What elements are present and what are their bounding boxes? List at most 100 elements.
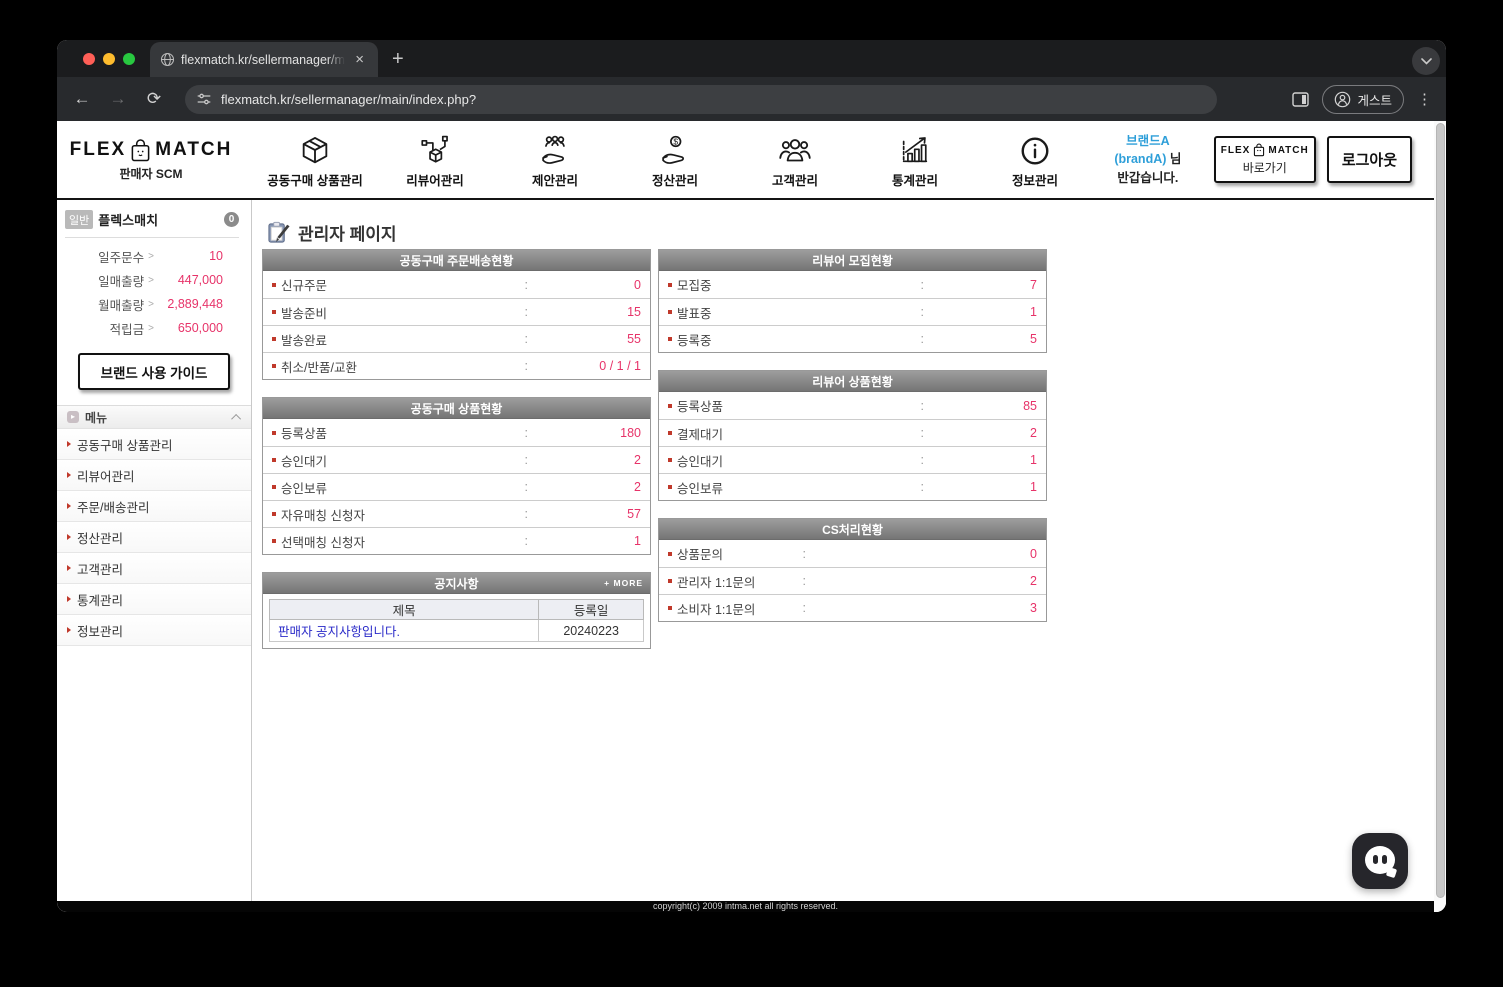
notice-col-date: 등록일 <box>538 599 644 620</box>
back-button[interactable]: ← <box>73 89 91 108</box>
browser-tab[interactable]: flexmatch.kr/sellermanager/m × <box>150 42 378 77</box>
panel-order-shipping-status: 공동구매 주문배송현황 신규주문 : 0 <box>262 249 651 380</box>
stat-row: 승인대기 : 1 <box>659 446 1046 473</box>
stat-row: 자유매칭 신청자 : 57 <box>263 500 650 527</box>
welcome-message: 브랜드A (brandA) 님 반갑습니다. <box>1114 134 1182 185</box>
stat-row: 승인대기 : 2 <box>263 446 650 473</box>
panel-reviewer-product-status: 리뷰어 상품현황 등록상품 : 85 결제 <box>658 370 1047 501</box>
nav-item-statistics-management[interactable]: 통계관리 <box>855 131 975 189</box>
bullet-icon <box>668 551 672 556</box>
menu-header[interactable]: ▸ 메뉴 <box>57 406 251 429</box>
logo-word-right: MATCH <box>155 139 233 160</box>
stat-monthly-sales[interactable]: 월매출량 > 2,889,448 <box>98 297 223 313</box>
sidebar: 일반 플렉스매치 0 일주문수 > 10 일매출량 <box>57 200 252 901</box>
chevron-right-icon: > <box>148 274 154 286</box>
bullet-icon <box>272 310 276 314</box>
sidebar-item-statistics[interactable]: 통계관리 <box>57 584 251 615</box>
brand-title: 플렉스매치 <box>98 213 159 228</box>
stat-row: 등록상품 : 85 <box>659 392 1046 419</box>
maximize-window-button[interactable] <box>123 53 135 65</box>
menu-icon: ▸ <box>67 411 79 423</box>
flexmatch-shortcut-button[interactable]: FLEX MATCH 바로가기 <box>1213 136 1316 183</box>
browser-menu-icon[interactable]: ⋮ <box>1417 91 1432 108</box>
site-footer: copyright(c) 2009 intma.net all rights r… <box>57 901 1434 912</box>
sidebar-item-group-purchase-products[interactable]: 공동구매 상품관리 <box>57 429 251 460</box>
stat-daily-sales[interactable]: 일매출량 > 447,000 <box>98 273 223 289</box>
stat-row: 승인보류 : 2 <box>263 473 650 500</box>
close-window-button[interactable] <box>83 53 95 65</box>
stat-row: 선택매칭 신청자 : 1 <box>263 527 650 554</box>
stat-row: 모집중 : 7 <box>659 271 1046 298</box>
stat-row: 소비자 1:1문의 : 3 <box>659 594 1046 621</box>
nav-item-info-management[interactable]: 정보관리 <box>975 131 1095 189</box>
page-title: 관리자 페이지 <box>266 220 1424 245</box>
scrollbar-thumb[interactable] <box>1435 123 1445 898</box>
bullet-icon <box>668 485 672 489</box>
side-panel-icon[interactable] <box>1292 91 1310 107</box>
chevron-right-icon: > <box>148 322 154 334</box>
tab-list-chevron-button[interactable] <box>1412 47 1440 75</box>
bullet-icon <box>272 539 276 543</box>
person-icon <box>1334 91 1351 108</box>
stat-row: 발표중 : 1 <box>659 298 1046 325</box>
forward-button[interactable]: → <box>109 89 127 108</box>
sidebar-item-info[interactable]: 정보관리 <box>57 615 251 646</box>
right-column: 리뷰어 모집현황 모집중 : 7 발표중 <box>658 249 1047 639</box>
stat-daily-orders[interactable]: 일주문수 > 10 <box>98 249 223 265</box>
profile-label: 게스트 <box>1357 93 1392 108</box>
bullet-icon <box>272 485 276 489</box>
nav-item-proposal-management[interactable]: 제안관리 <box>495 131 615 189</box>
nav-item-customer-management[interactable]: 고객관리 <box>735 131 855 189</box>
panel-product-status: 공동구매 상품현황 등록상품 : 180 <box>262 397 651 555</box>
sidebar-item-order-shipping[interactable]: 주문/배송관리 <box>57 491 251 522</box>
bullet-icon <box>668 431 672 435</box>
sidebar-item-reviewer-management[interactable]: 리뷰어관리 <box>57 460 251 491</box>
nav-item-reviewer-management[interactable]: 리뷰어관리 <box>375 131 495 189</box>
site-logo[interactable]: FLEX MATCH 판매자 SCM <box>70 138 230 182</box>
close-tab-icon[interactable]: × <box>355 51 364 68</box>
logout-button[interactable]: 로그아웃 <box>1326 136 1412 183</box>
arrow-bullet-icon <box>67 627 71 633</box>
stat-reward-points[interactable]: 적립금 > 650,000 <box>109 321 223 337</box>
reload-button[interactable]: ⟳ <box>146 89 162 108</box>
browser-toolbar: ← → ⟳ flexmatch.kr/sellermanager/main/in… <box>57 77 1446 121</box>
globe-icon <box>160 52 175 67</box>
stat-row: 신규주문 : 0 <box>263 271 650 298</box>
profile-button[interactable]: 게스트 <box>1322 84 1404 114</box>
nav-item-settlement-management[interactable]: $ 정산관리 <box>615 131 735 189</box>
arrow-bullet-icon <box>67 565 71 571</box>
divider <box>65 237 239 238</box>
minimize-window-button[interactable] <box>103 53 115 65</box>
more-link[interactable]: + MORE <box>604 578 643 588</box>
main-dashboard: 관리자 페이지 공동구매 주문배송현황 신규주문 : <box>252 200 1434 901</box>
stat-row: 관리자 1:1문의 : 2 <box>659 567 1046 594</box>
notification-count-badge: 0 <box>224 212 239 227</box>
address-bar[interactable]: flexmatch.kr/sellermanager/main/index.ph… <box>185 84 1217 114</box>
chat-widget-button[interactable] <box>1352 833 1408 889</box>
sidebar-item-customer[interactable]: 고객관리 <box>57 553 251 584</box>
site-info-icon[interactable] <box>197 92 211 106</box>
statistics-chart-icon <box>898 131 932 167</box>
svg-text:$: $ <box>673 136 678 146</box>
bullet-icon <box>668 282 672 287</box>
info-icon <box>1019 131 1051 167</box>
package-icon <box>298 131 332 167</box>
new-tab-button[interactable]: + <box>392 48 404 70</box>
nav-item-group-purchase-products[interactable]: 공동구매 상품관리 <box>255 131 375 189</box>
bullet-icon <box>668 579 672 583</box>
brand-guide-button[interactable]: 브랜드 사용 가이드 <box>78 353 230 390</box>
notice-table: 제목 등록일 판매자 공지사항입니다. 20240223 <box>268 599 644 642</box>
customers-icon <box>778 131 812 167</box>
logo-word-left: FLEX <box>69 139 127 160</box>
bullet-icon <box>668 337 672 341</box>
sidebar-item-settlement[interactable]: 정산관리 <box>57 522 251 553</box>
stat-row: 취소/반품/교환 : 0 / 1 / 1 <box>263 352 650 379</box>
bullet-icon <box>668 310 672 314</box>
notice-link[interactable]: 판매자 공지사항입니다. <box>278 625 400 639</box>
content-area: 일반 플렉스매치 0 일주문수 > 10 일매출량 <box>57 200 1434 901</box>
browser-tab-strip: flexmatch.kr/sellermanager/m × + <box>57 40 1446 77</box>
bullet-icon <box>272 337 276 341</box>
notice-row: 판매자 공지사항입니다. 20240223 <box>268 619 644 642</box>
bullet-icon <box>272 364 276 368</box>
arrow-bullet-icon <box>67 534 71 540</box>
